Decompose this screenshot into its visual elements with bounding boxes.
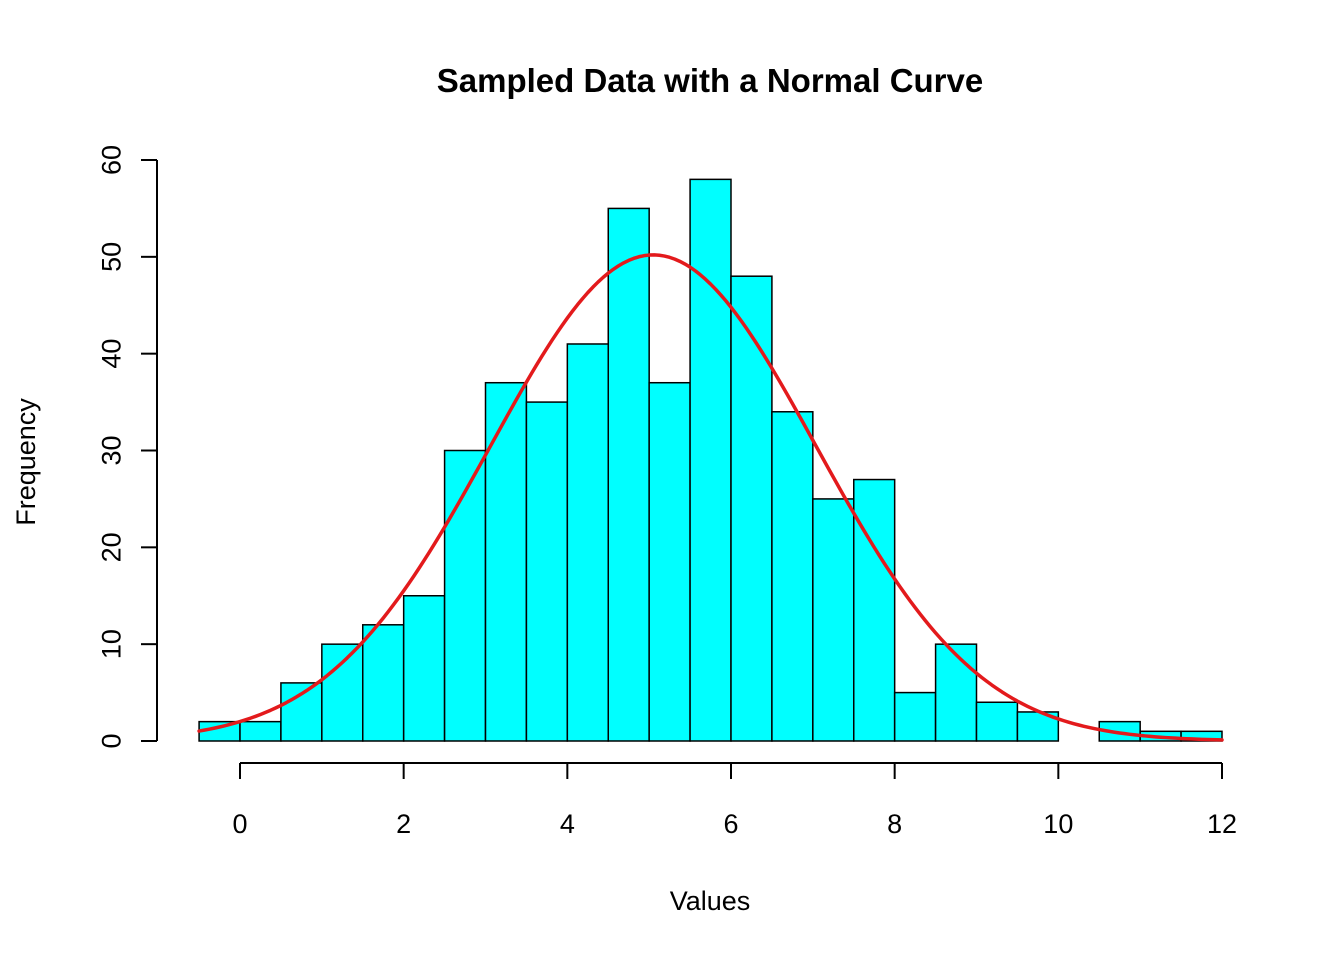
histogram-bar [812,498,855,742]
y-tick-label: 0 [96,733,126,748]
histogram-bar [689,178,732,742]
y-tick-label: 40 [96,339,126,369]
histogram-bar [566,343,609,742]
histogram-bar [934,643,978,742]
histogram-bar [280,682,323,742]
chart-title: Sampled Data with a Normal Curve [437,62,983,99]
histogram-bar [239,720,282,742]
y-tick-label: 50 [96,242,126,272]
y-tick-label: 10 [96,629,126,659]
y-axis-label: Frequency [11,398,41,526]
x-tick-label: 2 [396,809,411,839]
bars-group [198,178,1223,742]
histogram-bar [607,207,650,742]
normal-curve [197,253,1224,742]
histogram-bar [648,381,691,742]
histogram-bar [402,595,446,742]
histogram-bar [730,275,773,742]
x-tick-label: 10 [1043,809,1073,839]
x-tick-label: 8 [887,809,902,839]
histogram-bar [321,643,364,742]
y-axis: 0 10 20 30 40 50 60 [96,145,158,749]
histogram-bar [484,381,528,742]
y-tick-label: 60 [96,145,126,175]
histogram-bar [362,624,405,742]
x-tick-label: 4 [560,809,575,839]
y-tick-label: 30 [96,435,126,465]
histogram-bar [975,701,1019,742]
histogram-bar [525,401,569,742]
histogram-bar [443,449,487,742]
histogram-bar [771,411,814,742]
y-tick-label: 20 [96,532,126,562]
x-axis: 0 2 4 6 8 10 12 [232,762,1237,839]
histogram-bar [853,478,896,742]
x-tick-label: 12 [1207,809,1237,839]
histogram-bar [893,691,937,742]
x-axis-label: Values [670,886,751,916]
x-tick-label: 6 [723,809,738,839]
x-tick-label: 0 [232,809,247,839]
